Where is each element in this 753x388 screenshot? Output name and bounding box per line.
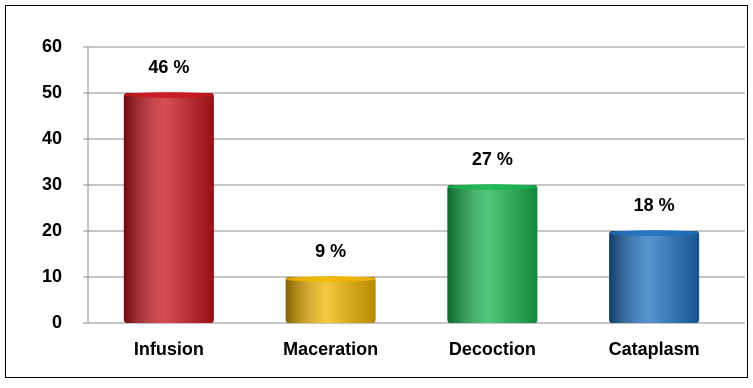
bar-cap [447,184,538,190]
x-tick-label: Maceration [283,339,378,359]
x-tick-label: Cataplasm [609,339,700,359]
y-tick-label: 10 [42,266,62,286]
bar-shade [447,185,538,323]
x-tick-label: Infusion [134,339,204,359]
bar-shade [285,277,376,323]
bar-shade [123,93,214,323]
annotation: 27 % [472,149,513,169]
annotation: 9 % [315,241,346,261]
bar-cap [123,92,214,98]
y-tick-label: 50 [42,82,62,102]
annotation: 46 % [148,57,189,77]
bar-cap [285,276,376,282]
y-tick-label: 40 [42,128,62,148]
bar-shade [609,231,700,323]
x-tick-label: Decoction [449,339,536,359]
bar-cap [609,230,700,236]
y-tick-label: 0 [52,312,62,332]
y-tick-label: 20 [42,220,62,240]
y-tick-label: 60 [42,36,62,56]
y-tick-label: 30 [42,174,62,194]
annotation: 18 % [634,195,675,215]
